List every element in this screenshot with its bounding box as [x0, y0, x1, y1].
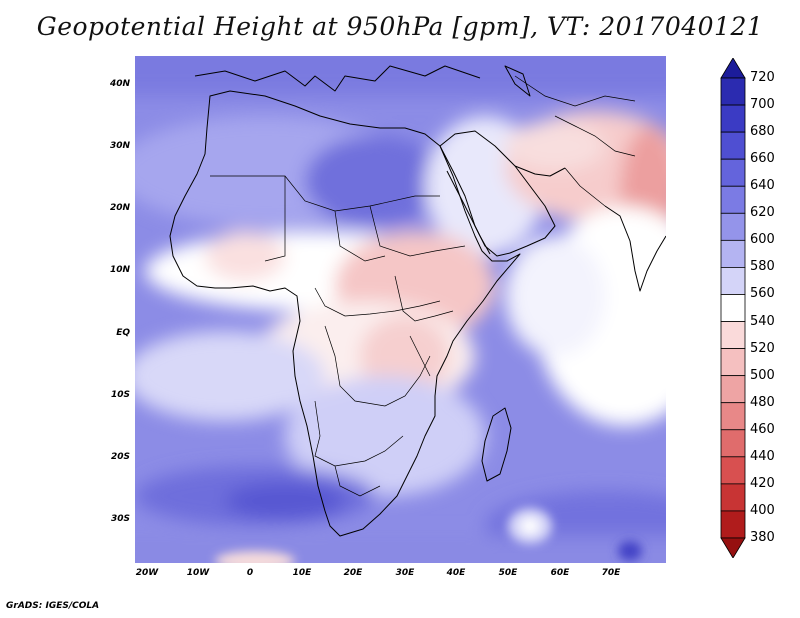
- lat-tick-label: 10N: [109, 265, 130, 275]
- colorbar-level-label: 500: [750, 367, 775, 383]
- colorbar-level-label: 400: [750, 502, 775, 518]
- colorbar-level-label: 540: [750, 313, 775, 329]
- colorbar-level-label: 420: [750, 475, 775, 491]
- borders: [210, 75, 636, 497]
- lon-tick-label: 10W: [186, 568, 210, 578]
- lat-tick-label: EQ: [116, 328, 130, 338]
- colorbar-swatch: [720, 429, 746, 458]
- persian-gulf: [514, 165, 566, 177]
- colorbar-level-label: 620: [750, 205, 775, 221]
- colorbar-top-arrow: [720, 58, 746, 79]
- caspian-coast: [504, 65, 531, 97]
- madagascar-coast: [481, 407, 512, 482]
- map-panel: [135, 56, 666, 563]
- lat-tick-label: 10S: [110, 390, 130, 400]
- colorbar-swatch: [720, 239, 746, 268]
- colorbar-swatch: [720, 402, 746, 431]
- africa-coast: [169, 90, 521, 537]
- lon-tick-label: 40E: [446, 568, 466, 578]
- colorbar-swatch: [720, 104, 746, 133]
- lon-tick-label: 50E: [498, 568, 518, 578]
- colorbar-swatch: [720, 158, 746, 187]
- colorbar-level-label: 680: [750, 124, 775, 140]
- lon-tick-label: 20W: [135, 568, 159, 578]
- colorbar-swatch: [720, 510, 746, 539]
- colorbar-level-label: 520: [750, 340, 775, 356]
- colorbar-swatch: [720, 348, 746, 377]
- colorbar-swatch: [720, 375, 746, 404]
- india-coast: [604, 205, 666, 292]
- colorbar-level-label: 480: [750, 394, 775, 410]
- lon-tick-label: 10E: [292, 568, 312, 578]
- coastlines: [169, 65, 666, 537]
- height-field: [135, 56, 666, 563]
- europe-coast: [194, 65, 481, 92]
- lon-tick-label: 70E: [601, 568, 621, 578]
- colorbar-swatch: [720, 321, 746, 349]
- chart-title: Geopotential Height at 950hPa [gpm], VT:…: [36, 12, 764, 41]
- colorbar-level-label: 660: [750, 151, 775, 167]
- arabia-coast: [439, 130, 556, 257]
- colorbar-level-label: 700: [750, 97, 775, 113]
- colorbar-level-label: 560: [750, 286, 775, 302]
- colorbar-swatch: [720, 456, 746, 485]
- colorbar-level-label: 380: [750, 530, 775, 545]
- colorbar-bottom-arrow: [720, 537, 746, 558]
- lon-tick-label: 60E: [550, 568, 570, 578]
- lat-tick-label: 30N: [109, 141, 130, 151]
- colorbar: [720, 58, 746, 558]
- lat-tick-label: 20N: [109, 203, 130, 213]
- colorbar-swatch: [720, 77, 746, 106]
- colorbar-level-label: 440: [750, 448, 775, 464]
- colorbar-level-label: 640: [750, 178, 775, 194]
- colorbar-swatch: [720, 483, 746, 512]
- colorbar-level-label: 720: [750, 70, 775, 85]
- lon-tick-label: 0: [246, 568, 254, 578]
- colorbar-swatch: [720, 131, 746, 160]
- colorbar-swatch: [720, 212, 746, 241]
- colorbar-swatch: [720, 267, 746, 295]
- colorbar-swatch: [720, 294, 746, 322]
- colorbar-level-label: 460: [750, 421, 775, 437]
- colorbar-swatch: [720, 185, 746, 214]
- credit-text: GrADS: IGES/COLA: [6, 601, 100, 611]
- colorbar-level-label: 580: [750, 259, 775, 275]
- lon-tick-label: 20E: [343, 568, 363, 578]
- lat-tick-label: 40N: [109, 79, 130, 89]
- red-sea: [446, 170, 491, 255]
- lon-tick-label: 30E: [395, 568, 415, 578]
- lat-tick-label: 30S: [110, 514, 130, 524]
- lat-tick-label: 20S: [110, 452, 130, 462]
- colorbar-level-label: 600: [750, 232, 775, 248]
